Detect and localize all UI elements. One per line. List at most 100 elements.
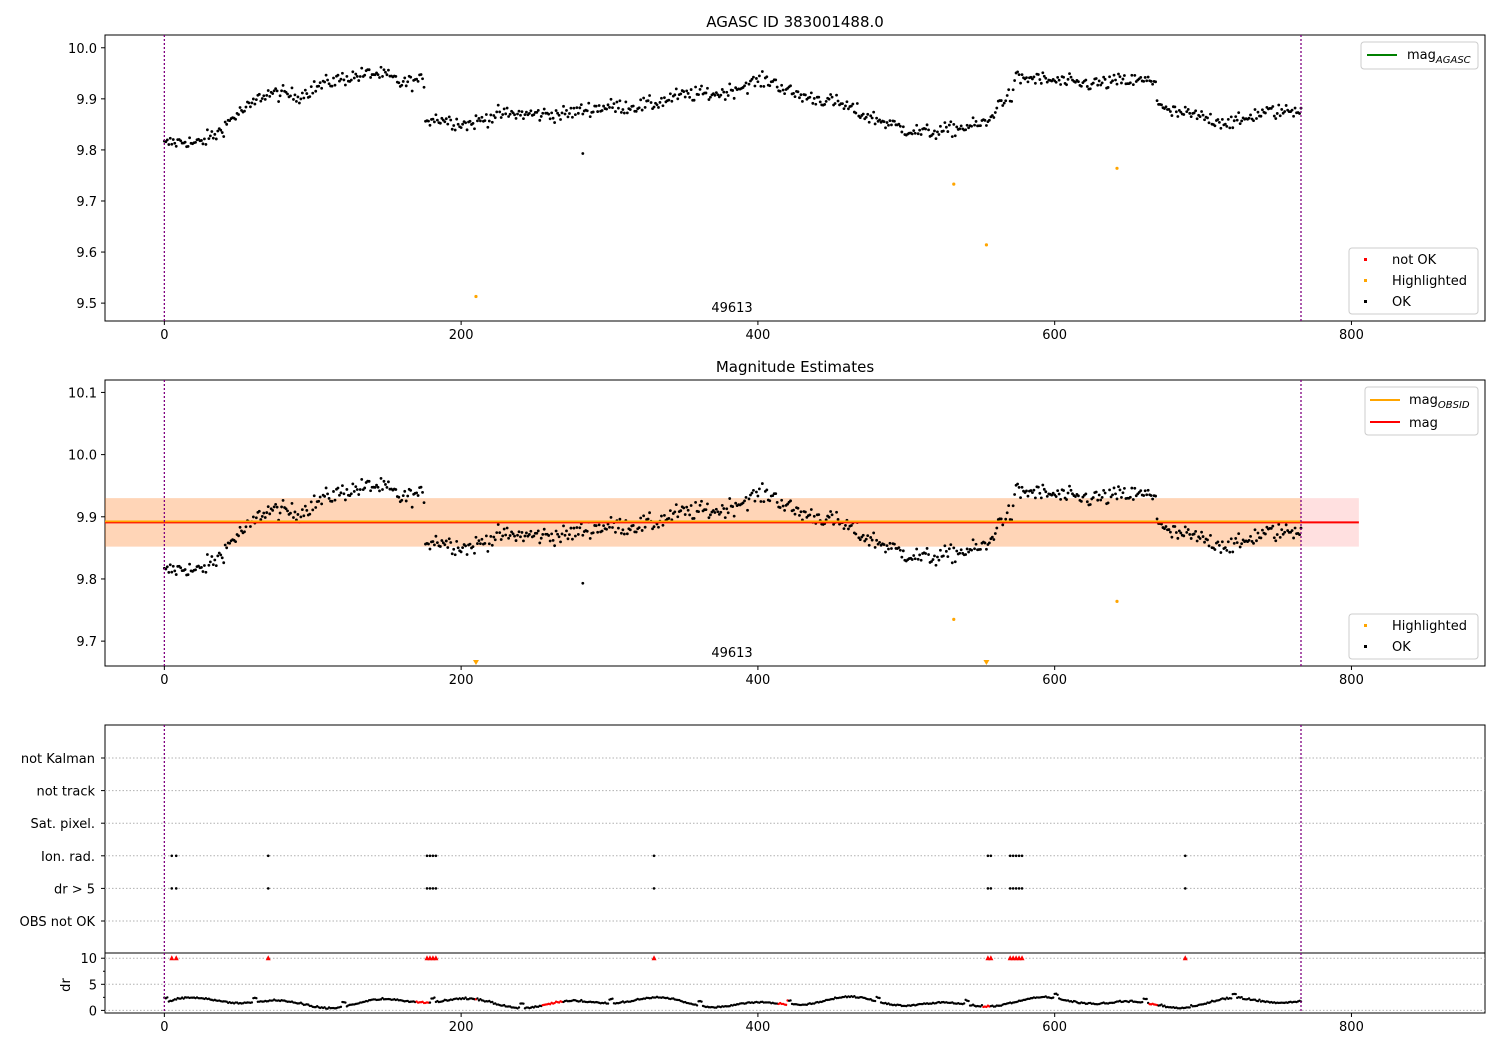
ok-point — [609, 97, 613, 101]
ok-point — [673, 510, 677, 514]
ok-point — [188, 136, 191, 140]
ok-point — [548, 539, 552, 543]
ok-point — [576, 533, 580, 536]
ok-point — [744, 81, 748, 85]
ok-point — [1272, 536, 1276, 540]
ok-point — [760, 482, 764, 485]
ok-point — [1079, 84, 1083, 88]
ok-point — [1201, 113, 1205, 117]
ok-point — [1094, 490, 1098, 494]
dr-point — [853, 994, 856, 998]
ok-point — [1174, 110, 1178, 114]
ok-point — [207, 137, 211, 141]
ok-point — [958, 551, 962, 555]
ok-point — [479, 542, 482, 546]
ok-point — [1057, 492, 1061, 496]
flag-marker — [1014, 887, 1018, 890]
ok-point — [387, 68, 390, 72]
ok-point — [171, 138, 175, 141]
ok-point — [281, 83, 285, 87]
ok-point — [947, 547, 951, 551]
ok-point — [222, 135, 226, 138]
ok-point — [1163, 527, 1166, 530]
ok-point — [910, 558, 914, 561]
ok-point — [1283, 530, 1287, 534]
ok-point — [700, 499, 703, 503]
ok-point — [1077, 80, 1080, 84]
ok-point — [1229, 115, 1233, 119]
ok-point — [615, 100, 619, 104]
ok-point — [275, 89, 279, 93]
ok-point — [214, 137, 218, 141]
ok-point — [381, 75, 384, 78]
ok-point — [489, 113, 493, 117]
ok-point — [1207, 544, 1211, 548]
ok-point — [492, 535, 496, 539]
highlighted-point — [474, 294, 478, 299]
ok-point — [272, 505, 276, 509]
panel2-xtick-label-200: 200 — [449, 673, 474, 688]
ok-point — [625, 532, 629, 536]
ok-point — [812, 97, 816, 100]
ok-point — [244, 525, 248, 529]
ok-point — [1062, 75, 1065, 79]
ok-point — [971, 116, 975, 120]
panel1-ytick-label-9.7: 9.7 — [76, 195, 97, 210]
ok-point — [1102, 488, 1106, 492]
ok-point — [999, 99, 1003, 102]
ok-point — [1198, 537, 1202, 540]
ok-point — [801, 100, 804, 103]
ok-point — [995, 526, 999, 530]
dr-point — [832, 997, 835, 1001]
ok-point — [622, 111, 626, 115]
ok-point — [210, 130, 214, 133]
ok-point — [706, 502, 709, 506]
ok-point — [1281, 532, 1285, 536]
dr-point — [967, 999, 970, 1003]
ok-point — [219, 128, 223, 132]
ok-point — [803, 510, 807, 514]
ok-point — [1232, 119, 1236, 123]
ok-point — [927, 128, 930, 132]
ok-point — [1219, 126, 1223, 130]
flag-marker — [1183, 854, 1187, 858]
ok-point — [262, 511, 266, 515]
ok-point — [280, 89, 283, 93]
ok-point — [213, 558, 217, 562]
ok-point — [1139, 75, 1143, 79]
ok-point — [1066, 77, 1070, 81]
ok-point — [934, 137, 938, 141]
highlighted-point — [1115, 166, 1119, 170]
ok-point — [568, 533, 571, 536]
flag-marker — [170, 854, 174, 858]
ok-point — [1042, 487, 1046, 491]
panel1-ytick-label-9.9: 9.9 — [76, 93, 97, 108]
ok-point — [308, 512, 312, 516]
ok-point — [685, 505, 689, 509]
ok-point — [673, 93, 677, 97]
flag-marker — [428, 854, 432, 858]
ok-point — [474, 535, 478, 539]
ok-point — [1108, 75, 1111, 79]
panel2-ok-legend-marker — [1364, 645, 1367, 648]
ok-point — [1151, 497, 1155, 501]
ok-point — [1220, 117, 1224, 121]
ok-point — [179, 566, 183, 570]
ok-point — [547, 534, 551, 537]
ok-point — [303, 88, 307, 92]
ok-point — [591, 110, 595, 114]
dr-point — [476, 997, 479, 1000]
ok-point — [496, 523, 500, 526]
ok-point — [550, 532, 554, 536]
ok-point — [1283, 110, 1287, 113]
ok-point — [1189, 537, 1193, 540]
ok-point — [427, 119, 430, 123]
ok-point — [985, 124, 988, 127]
ok-point — [973, 123, 976, 127]
ok-point — [1020, 485, 1024, 489]
mag-obsid-legend-label: magOBSID — [1409, 393, 1470, 411]
ok-point — [890, 547, 893, 550]
ok-point — [238, 525, 242, 529]
panel2-obsid-label: 49613 — [711, 646, 752, 661]
